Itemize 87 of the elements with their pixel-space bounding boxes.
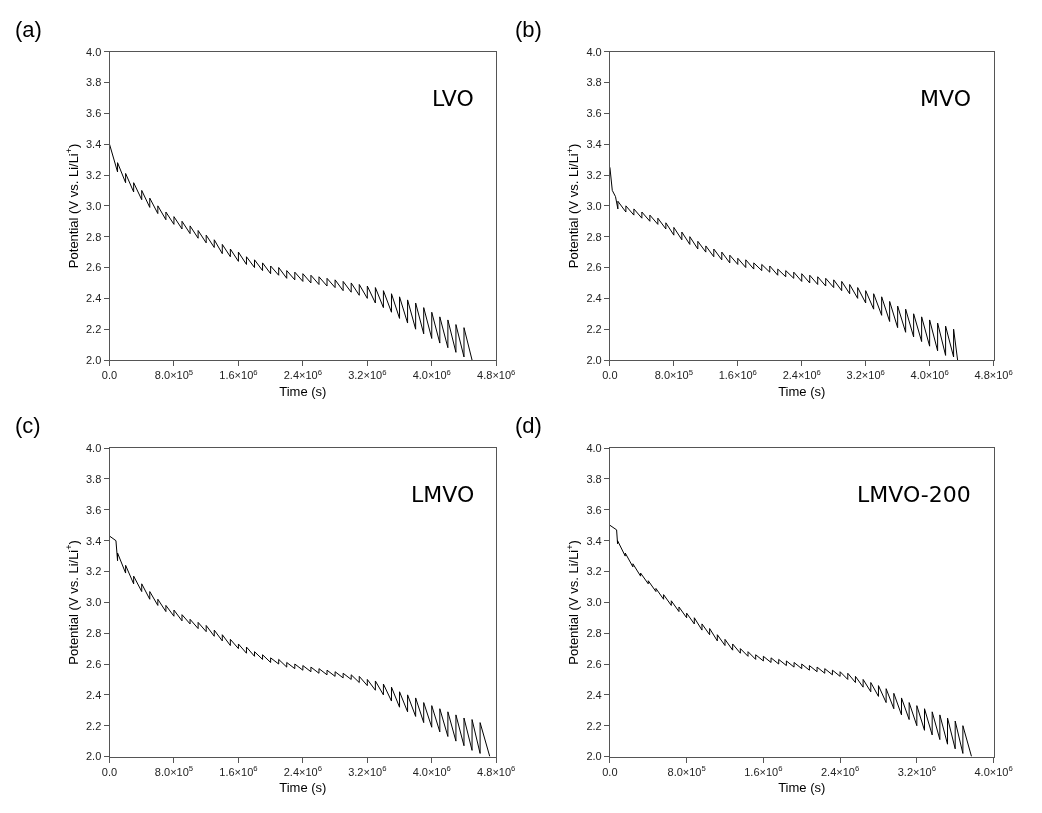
x-tick-label: 8.0×10$^{5}$ bbox=[654, 367, 693, 382]
y-tick-label: 2.8 bbox=[86, 230, 102, 243]
y-tick-label: 2.6 bbox=[586, 657, 602, 670]
y-tick-label: 2.8 bbox=[586, 230, 602, 243]
chart-title: (c) bbox=[15, 413, 41, 438]
line-series bbox=[609, 166, 959, 361]
x-tick-label: 3.2×10$^{6}$ bbox=[846, 367, 885, 382]
y-tick-label: 3.0 bbox=[586, 199, 602, 212]
y-tick-label: 3.8 bbox=[586, 76, 602, 89]
x-tick-label: 0.0 bbox=[101, 369, 118, 382]
y-tick-label: 4.0 bbox=[86, 442, 102, 454]
x-tick-label: 1.6×10$^{6}$ bbox=[744, 764, 783, 778]
chart-title: (d) bbox=[515, 413, 542, 438]
x-tick-label: 1.6×10$^{6}$ bbox=[718, 367, 757, 382]
y-tick-label: 3.0 bbox=[86, 199, 102, 212]
y-tick-label: 2.0 bbox=[586, 353, 602, 366]
x-tick-label: 1.6×10$^{6}$ bbox=[219, 367, 258, 382]
x-axis-title: Time (s) bbox=[778, 780, 826, 796]
y-tick-label: 2.4 bbox=[586, 688, 602, 701]
x-tick-label: 0.0 bbox=[101, 765, 118, 778]
y-tick-label: 3.0 bbox=[86, 596, 102, 609]
text: LMVO-200 bbox=[857, 482, 971, 507]
y-tick-label: 3.2 bbox=[86, 565, 102, 578]
x-tick-label: 2.4×10$^{6}$ bbox=[283, 367, 322, 382]
x-tick-label: 8.0×10$^{5}$ bbox=[154, 764, 194, 778]
y-tick-label: 4.0 bbox=[586, 45, 602, 58]
x-tick-label: 3.2×10$^{6}$ bbox=[897, 764, 936, 778]
y-tick-label: 3.6 bbox=[86, 503, 102, 516]
x-axis-title: Time (s) bbox=[279, 780, 327, 796]
line-series bbox=[109, 535, 491, 757]
y-tick-label: 3.0 bbox=[586, 596, 602, 609]
y-tick-label: 3.4 bbox=[586, 138, 602, 151]
x-tick-label: 3.2×10$^{6}$ bbox=[348, 367, 387, 382]
y-tick-label: 2.2 bbox=[586, 719, 602, 732]
y-tick-label: 3.2 bbox=[86, 168, 102, 181]
text: LVO bbox=[432, 86, 474, 111]
x-axis-title: Time (s) bbox=[279, 383, 327, 399]
chart-title: (a) bbox=[15, 17, 42, 42]
y-tick-label: 2.6 bbox=[86, 261, 102, 274]
y-tick-label: 2.8 bbox=[86, 627, 102, 640]
y-tick-label: 2.4 bbox=[586, 292, 602, 305]
y-tick-label: 3.6 bbox=[586, 503, 602, 516]
text: LMVO bbox=[411, 482, 475, 507]
x-tick-label: 4.8×10$^{6}$ bbox=[974, 367, 1013, 382]
x-tick-label: 4.0×10$^{6}$ bbox=[910, 367, 949, 382]
x-tick-label: 2.4×10$^{6}$ bbox=[283, 764, 322, 778]
y-tick-label: 2.2 bbox=[586, 323, 602, 336]
x-tick-label: 3.2×10$^{6}$ bbox=[348, 764, 387, 778]
y-tick-label: 3.8 bbox=[86, 76, 102, 89]
x-tick-label: 4.0×10$^{6}$ bbox=[974, 764, 1013, 778]
y-tick-label: 2.8 bbox=[586, 627, 602, 640]
y-tick-label: 3.4 bbox=[86, 534, 102, 547]
y-tick-label: 3.4 bbox=[586, 534, 602, 547]
y-tick-label: 2.6 bbox=[586, 261, 602, 274]
x-tick-label: 4.0×10$^{6}$ bbox=[412, 764, 451, 778]
x-tick-label: 8.0×10$^{5}$ bbox=[667, 764, 706, 778]
chart-title: (b) bbox=[515, 17, 542, 42]
x-axis-title: Time (s) bbox=[778, 383, 826, 399]
line-series bbox=[609, 524, 973, 757]
y-tick-label: 2.6 bbox=[86, 657, 102, 670]
x-tick-label: 1.6×10$^{6}$ bbox=[219, 764, 258, 778]
x-tick-label: 4.0×10$^{6}$ bbox=[412, 367, 451, 382]
x-tick-label: 0.0 bbox=[602, 765, 618, 778]
line-series bbox=[109, 143, 473, 361]
y-tick-label: 2.4 bbox=[86, 292, 102, 305]
x-tick-label: 4.8×10$^{6}$ bbox=[477, 764, 516, 778]
y-tick-label: 3.6 bbox=[586, 107, 602, 120]
text: MVO bbox=[920, 86, 971, 111]
y-tick-label: 2.2 bbox=[86, 323, 102, 336]
y-tick-label: 2.2 bbox=[86, 719, 102, 732]
y-tick-label: 4.0 bbox=[86, 45, 102, 58]
x-tick-label: 2.4×10$^{6}$ bbox=[820, 764, 860, 778]
y-tick-label: 3.4 bbox=[86, 138, 102, 151]
y-tick-label: 2.0 bbox=[86, 353, 102, 366]
x-tick-label: 0.0 bbox=[602, 369, 618, 382]
y-tick-label: 3.8 bbox=[586, 472, 602, 485]
y-tick-label: 3.2 bbox=[586, 168, 602, 181]
y-tick-label: 3.8 bbox=[86, 472, 102, 485]
y-tick-label: 2.0 bbox=[586, 750, 602, 763]
y-tick-label: 2.0 bbox=[86, 750, 102, 763]
x-tick-label: 2.4×10$^{6}$ bbox=[782, 367, 821, 382]
y-tick-label: 3.2 bbox=[586, 565, 602, 578]
y-tick-label: 3.6 bbox=[86, 107, 102, 120]
y-tick-label: 4.0 bbox=[586, 442, 602, 454]
x-tick-label: 4.8×10$^{6}$ bbox=[477, 367, 516, 382]
y-tick-label: 2.4 bbox=[86, 688, 102, 701]
x-tick-label: 8.0×10$^{5}$ bbox=[154, 367, 194, 382]
